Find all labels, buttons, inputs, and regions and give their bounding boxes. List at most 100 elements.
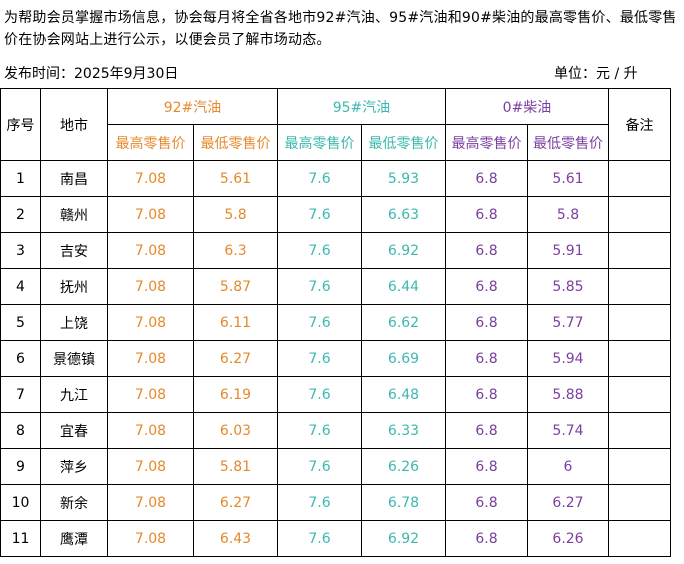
header-diesel0: 0#柴油 [445, 88, 609, 125]
cell-diesel0-min: 6.26 [527, 520, 609, 557]
cell-gas92-min: 6.43 [193, 520, 278, 557]
cell-gas92-min: 6.3 [193, 232, 278, 269]
cell-gas95-max: 7.6 [277, 520, 362, 557]
cell-diesel0-min: 6.27 [527, 484, 609, 521]
cell-gas92-max: 7.08 [107, 484, 194, 521]
cell-city: 九江 [40, 376, 108, 413]
cell-gas92-max: 7.08 [107, 304, 194, 341]
table-row: 11 鹰潭 7.08 6.43 7.6 6.92 6.8 6.26 [0, 520, 671, 557]
header-seq: 序号 [0, 88, 41, 161]
cell-city: 赣州 [40, 196, 108, 233]
cell-diesel0-max: 6.8 [445, 196, 528, 233]
cell-remark [608, 160, 671, 197]
header-gas95-min: 最低零售价 [361, 124, 446, 161]
cell-gas95-max: 7.6 [277, 232, 362, 269]
cell-gas95-max: 7.6 [277, 340, 362, 377]
cell-remark [608, 376, 671, 413]
cell-city: 宜春 [40, 412, 108, 449]
cell-gas95-max: 7.6 [277, 376, 362, 413]
cell-city: 上饶 [40, 304, 108, 341]
cell-seq: 9 [0, 448, 41, 485]
cell-gas92-max: 7.08 [107, 448, 194, 485]
header-diesel0-min: 最低零售价 [527, 124, 609, 161]
cell-seq: 4 [0, 268, 41, 305]
cell-remark [608, 196, 671, 233]
cell-gas92-min: 5.81 [193, 448, 278, 485]
cell-gas92-max: 7.08 [107, 520, 194, 557]
cell-diesel0-max: 6.8 [445, 376, 528, 413]
cell-gas95-max: 7.6 [277, 484, 362, 521]
cell-city: 萍乡 [40, 448, 108, 485]
header-remark: 备注 [608, 88, 671, 161]
table-row: 4 抚州 7.08 5.87 7.6 6.44 6.8 5.85 [0, 268, 671, 305]
table-row: 9 萍乡 7.08 5.81 7.6 6.26 6.8 6 [0, 448, 671, 485]
cell-diesel0-min: 5.94 [527, 340, 609, 377]
cell-gas92-min: 5.8 [193, 196, 278, 233]
cell-diesel0-max: 6.8 [445, 304, 528, 341]
cell-gas92-min: 6.11 [193, 304, 278, 341]
cell-gas95-min: 6.26 [361, 448, 446, 485]
cell-diesel0-min: 5.88 [527, 376, 609, 413]
cell-remark [608, 520, 671, 557]
unit-label: 单位：元 / 升 [554, 66, 638, 82]
cell-gas95-max: 7.6 [277, 196, 362, 233]
cell-gas92-min: 6.19 [193, 376, 278, 413]
header-gas92-max: 最高零售价 [107, 124, 194, 161]
table-row: 10 新余 7.08 6.27 7.6 6.78 6.8 6.27 [0, 484, 671, 521]
cell-gas92-min: 6.03 [193, 412, 278, 449]
cell-gas92-min: 6.27 [193, 340, 278, 377]
cell-seq: 5 [0, 304, 41, 341]
cell-seq: 10 [0, 484, 41, 521]
cell-gas92-max: 7.08 [107, 376, 194, 413]
cell-gas95-min: 6.69 [361, 340, 446, 377]
cell-city: 抚州 [40, 268, 108, 305]
meta-bar: 发布时间：2025年9月30日 单位：元 / 升 [4, 64, 676, 84]
cell-diesel0-min: 5.74 [527, 412, 609, 449]
cell-diesel0-max: 6.8 [445, 412, 528, 449]
header-gas92-min: 最低零售价 [193, 124, 278, 161]
cell-city: 吉安 [40, 232, 108, 269]
header-gas95-max: 最高零售价 [277, 124, 362, 161]
cell-seq: 7 [0, 376, 41, 413]
cell-diesel0-min: 5.61 [527, 160, 609, 197]
cell-remark [608, 340, 671, 377]
cell-gas95-min: 6.78 [361, 484, 446, 521]
cell-diesel0-max: 6.8 [445, 484, 528, 521]
cell-remark [608, 268, 671, 305]
cell-diesel0-max: 6.8 [445, 448, 528, 485]
cell-seq: 11 [0, 520, 41, 557]
intro-text: 为帮助会员掌握市场信息，协会每月将全省各地市92#汽油、95#汽油和90#柴油的… [4, 10, 677, 48]
cell-gas95-max: 7.6 [277, 160, 362, 197]
cell-diesel0-min: 5.8 [527, 196, 609, 233]
cell-seq: 6 [0, 340, 41, 377]
cell-diesel0-max: 6.8 [445, 340, 528, 377]
cell-gas95-max: 7.6 [277, 304, 362, 341]
table-body: 1 南昌 7.08 5.61 7.6 5.93 6.8 5.61 2 赣州 7.08 5.8 7.6 6.… [0, 160, 671, 557]
cell-gas95-max: 7.6 [277, 412, 362, 449]
cell-diesel0-min: 5.91 [527, 232, 609, 269]
cell-gas95-min: 6.48 [361, 376, 446, 413]
table-row: 5 上饶 7.08 6.11 7.6 6.62 6.8 5.77 [0, 304, 671, 341]
cell-city: 鹰潭 [40, 520, 108, 557]
table-row: 2 赣州 7.08 5.8 7.6 6.63 6.8 5.8 [0, 196, 671, 233]
cell-diesel0-min: 5.77 [527, 304, 609, 341]
cell-remark [608, 448, 671, 485]
cell-remark [608, 232, 671, 269]
table-row: 1 南昌 7.08 5.61 7.6 5.93 6.8 5.61 [0, 160, 671, 197]
cell-diesel0-max: 6.8 [445, 232, 528, 269]
table-row: 8 宜春 7.08 6.03 7.6 6.33 6.8 5.74 [0, 412, 671, 449]
cell-city: 南昌 [40, 160, 108, 197]
cell-diesel0-max: 6.8 [445, 268, 528, 305]
table-row: 3 吉安 7.08 6.3 7.6 6.92 6.8 5.91 [0, 232, 671, 269]
cell-diesel0-min: 5.85 [527, 268, 609, 305]
cell-gas95-min: 6.92 [361, 520, 446, 557]
cell-remark [608, 304, 671, 341]
cell-gas92-max: 7.08 [107, 412, 194, 449]
header-diesel0-max: 最高零售价 [445, 124, 528, 161]
publish-time: 发布时间：2025年9月30日 [4, 66, 179, 82]
cell-seq: 1 [0, 160, 41, 197]
price-table: 序号 地市 92#汽油 95#汽油 0#柴油 备注 最高零售价 最低零售价 最高… [0, 88, 671, 557]
cell-diesel0-max: 6.8 [445, 160, 528, 197]
cell-gas92-min: 6.27 [193, 484, 278, 521]
header-gas92: 92#汽油 [107, 88, 278, 125]
